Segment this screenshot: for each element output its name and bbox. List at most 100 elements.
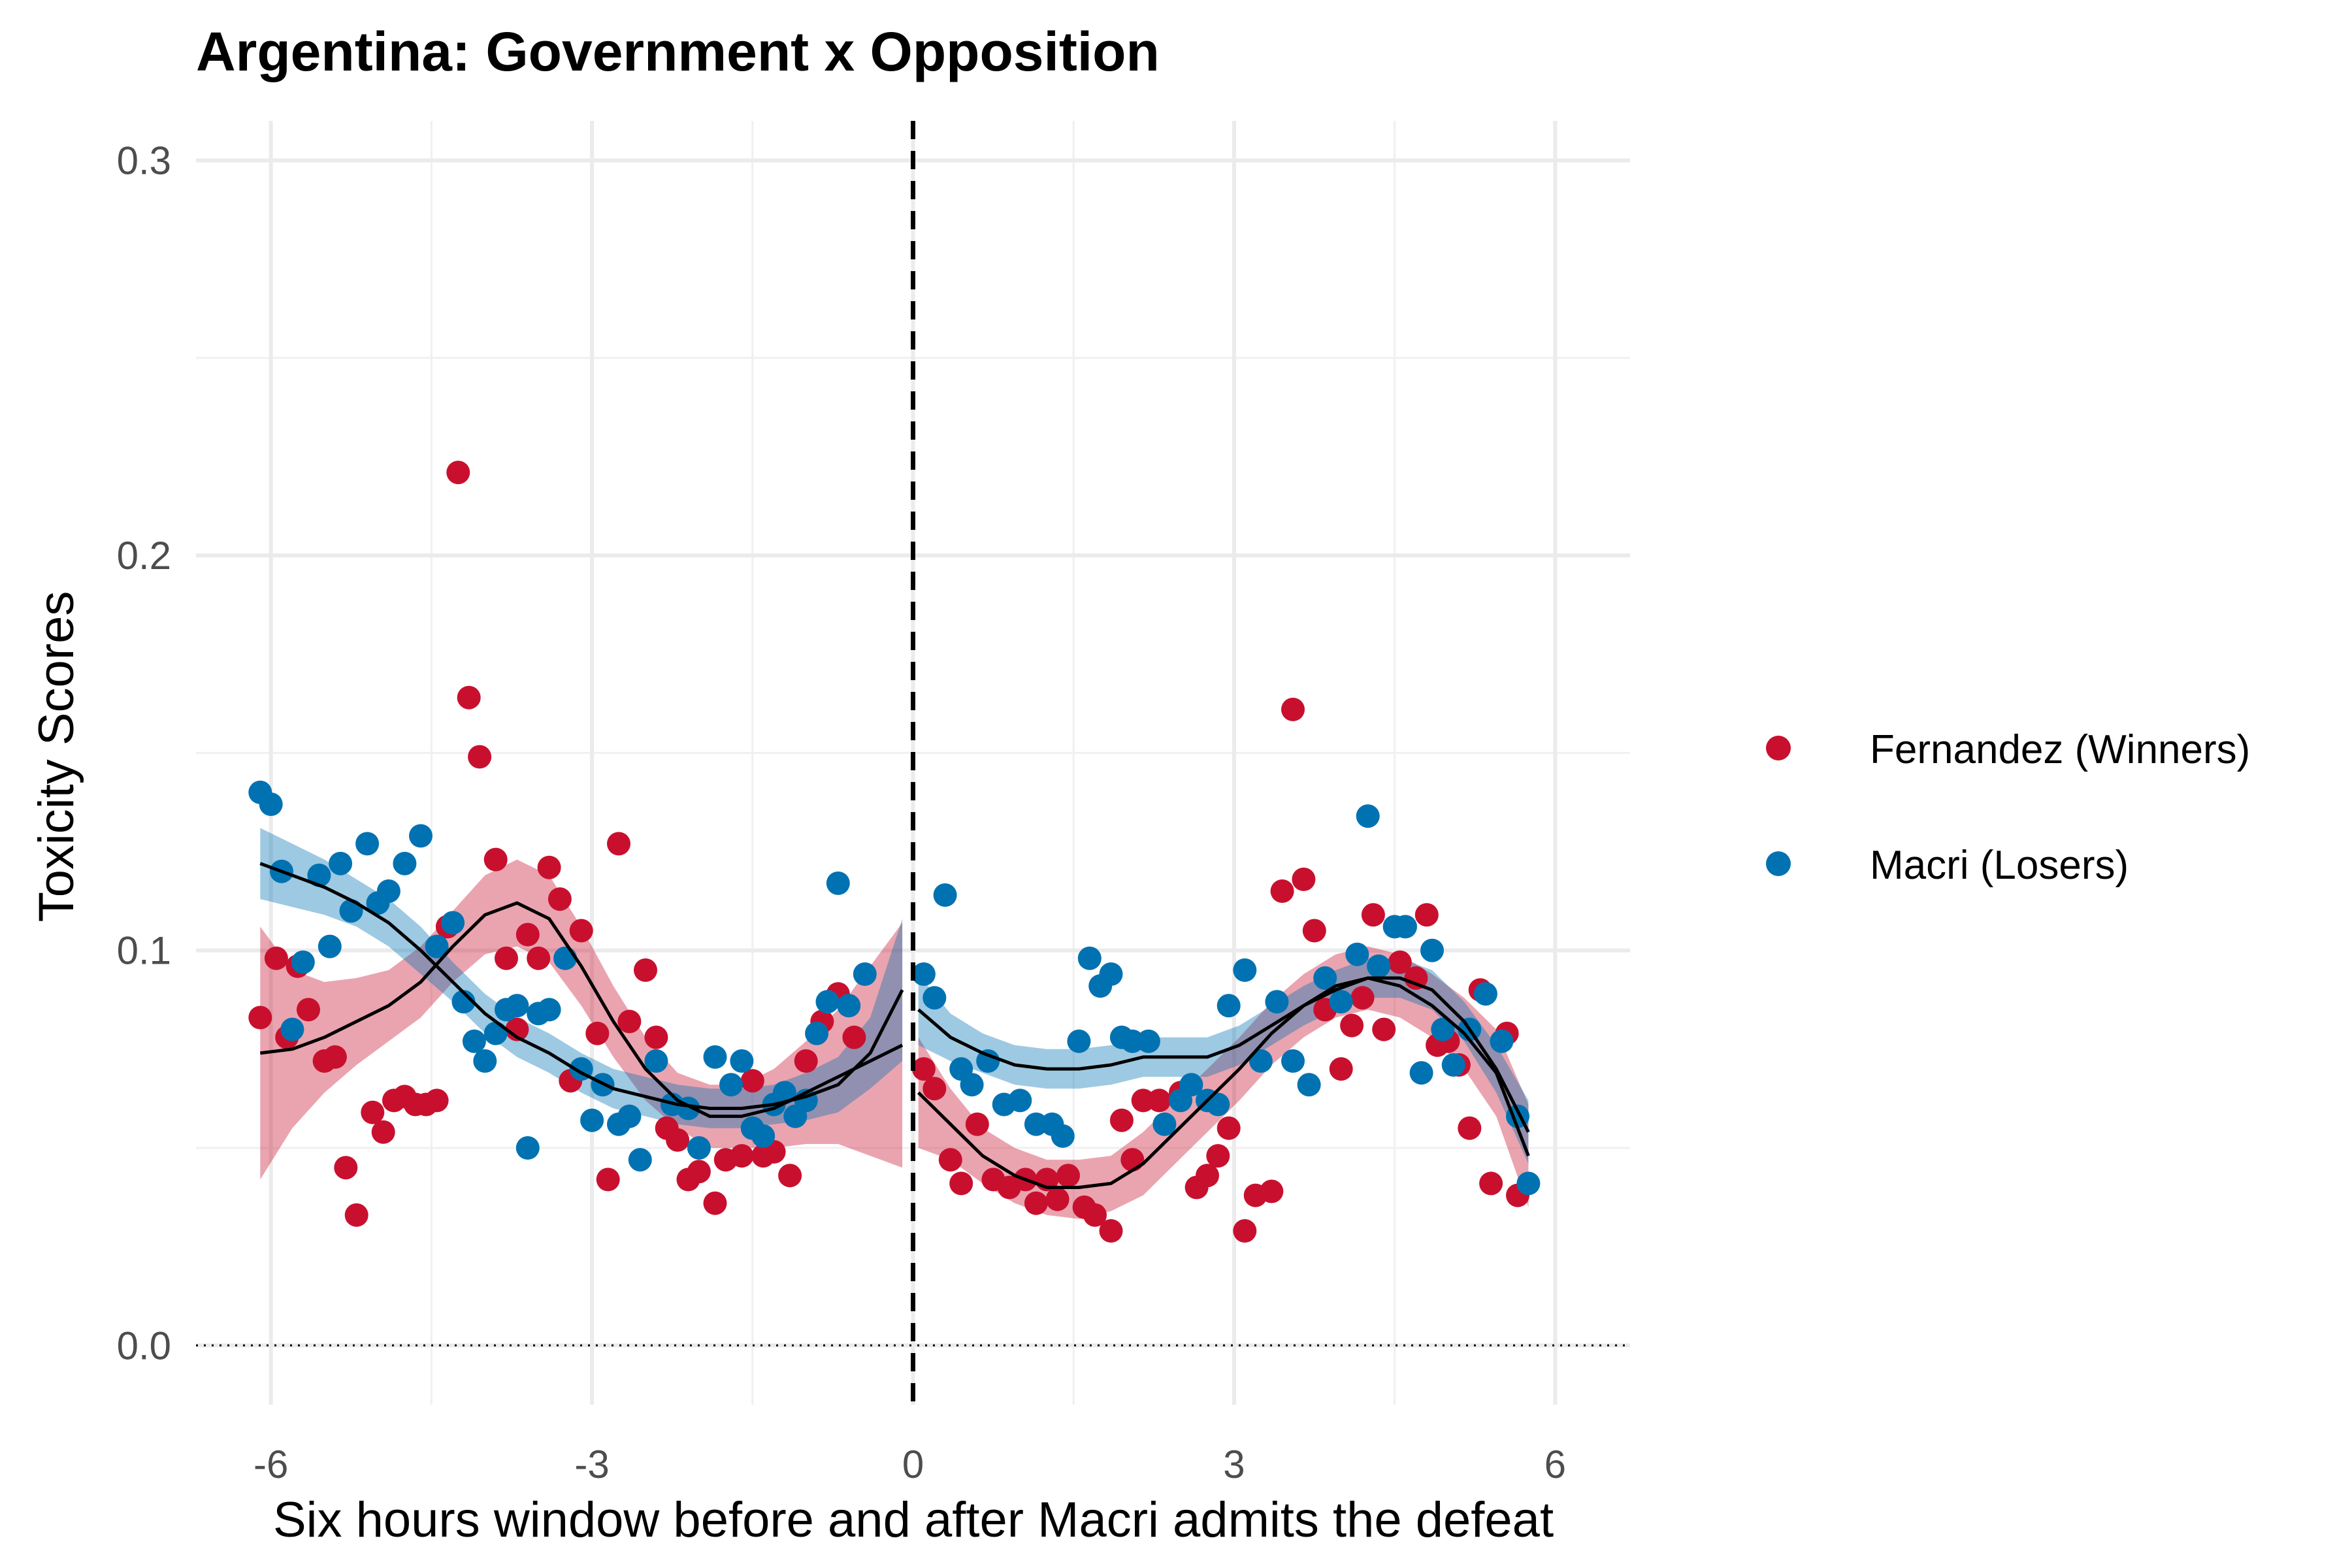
data-point-series-1 bbox=[1473, 982, 1497, 1006]
data-point-series-0 bbox=[1388, 950, 1412, 974]
data-point-series-1 bbox=[1067, 1029, 1091, 1053]
data-point-series-1 bbox=[853, 962, 877, 986]
data-point-series-1 bbox=[644, 1049, 668, 1073]
data-point-series-0 bbox=[1292, 867, 1316, 891]
data-point-series-1 bbox=[318, 934, 342, 958]
data-point-series-1 bbox=[815, 990, 840, 1014]
data-point-series-0 bbox=[1045, 1187, 1070, 1211]
data-point-series-1 bbox=[911, 962, 936, 986]
x-tick-label: 0 bbox=[902, 1443, 924, 1486]
legend-swatch-fernandez bbox=[1766, 736, 1791, 760]
legend: Fernandez (Winners) Macri (Losers) bbox=[1766, 727, 2250, 888]
data-point-series-1 bbox=[291, 950, 315, 974]
data-point-series-1 bbox=[441, 911, 465, 935]
data-point-series-0 bbox=[1131, 1088, 1155, 1113]
data-point-series-0 bbox=[468, 745, 492, 769]
data-point-series-0 bbox=[1260, 1179, 1284, 1203]
data-point-series-1 bbox=[1217, 994, 1241, 1018]
data-point-series-1 bbox=[687, 1136, 711, 1160]
data-point-series-0 bbox=[425, 1088, 449, 1113]
data-point-series-0 bbox=[1147, 1088, 1171, 1113]
data-point-series-1 bbox=[730, 1049, 754, 1073]
data-point-series-1 bbox=[1356, 804, 1380, 828]
data-points bbox=[248, 461, 1541, 1243]
data-point-series-1 bbox=[1249, 1049, 1273, 1073]
x-tick-label: 3 bbox=[1223, 1443, 1245, 1486]
data-point-series-1 bbox=[473, 1049, 497, 1073]
data-point-series-0 bbox=[794, 1049, 818, 1073]
y-tick-label: 0.2 bbox=[117, 534, 171, 578]
data-point-series-1 bbox=[1008, 1088, 1032, 1113]
legend-label-fernandez: Fernandez (Winners) bbox=[1870, 727, 2250, 772]
data-point-series-0 bbox=[911, 1057, 936, 1081]
data-point-series-1 bbox=[1297, 1073, 1321, 1097]
data-point-series-0 bbox=[687, 1160, 711, 1184]
data-point-series-1 bbox=[1329, 990, 1353, 1014]
data-point-series-0 bbox=[1056, 1164, 1080, 1188]
data-point-series-1 bbox=[1490, 1029, 1514, 1053]
confidence-ribbon-series-1-segment-1 bbox=[918, 958, 1529, 1164]
data-point-series-0 bbox=[1233, 1219, 1257, 1243]
data-point-series-0 bbox=[666, 1128, 690, 1152]
y-tick-label: 0.0 bbox=[117, 1324, 171, 1367]
data-point-series-0 bbox=[1479, 1171, 1503, 1196]
data-point-series-0 bbox=[344, 1203, 368, 1227]
data-point-series-0 bbox=[740, 1069, 764, 1093]
data-point-series-1 bbox=[1152, 1112, 1177, 1136]
data-point-series-0 bbox=[1024, 1191, 1048, 1215]
data-point-series-1 bbox=[805, 1021, 829, 1045]
data-point-series-0 bbox=[703, 1191, 727, 1215]
data-point-series-1 bbox=[1313, 966, 1337, 990]
data-point-series-1 bbox=[1051, 1124, 1075, 1148]
data-point-series-0 bbox=[778, 1164, 802, 1188]
data-point-series-0 bbox=[1099, 1219, 1123, 1243]
data-point-series-1 bbox=[483, 1021, 508, 1045]
data-point-series-0 bbox=[1458, 1116, 1482, 1140]
x-tick-label: 6 bbox=[1544, 1443, 1566, 1486]
data-point-series-0 bbox=[607, 832, 630, 856]
data-point-series-0 bbox=[483, 847, 508, 872]
smooth-lines bbox=[259, 121, 1530, 1405]
data-point-series-1 bbox=[393, 851, 417, 875]
data-point-series-0 bbox=[248, 1005, 272, 1030]
data-point-series-0 bbox=[1302, 919, 1326, 943]
data-point-series-1 bbox=[719, 1073, 743, 1097]
data-point-series-0 bbox=[547, 887, 572, 911]
data-point-series-1 bbox=[1394, 915, 1417, 939]
data-point-series-0 bbox=[334, 1156, 358, 1180]
tick-labels: -6 -3 0 3 6 0.0 0.1 0.2 0.3 bbox=[117, 139, 1566, 1486]
data-point-series-1 bbox=[1099, 962, 1123, 986]
data-point-series-1 bbox=[1206, 1092, 1230, 1117]
data-point-series-1 bbox=[339, 899, 363, 923]
x-tick-label: -6 bbox=[253, 1443, 288, 1486]
data-point-series-0 bbox=[1404, 966, 1428, 990]
data-point-series-0 bbox=[1281, 697, 1305, 721]
data-point-series-0 bbox=[842, 1025, 866, 1049]
data-point-series-1 bbox=[1431, 1017, 1455, 1041]
data-point-series-0 bbox=[644, 1025, 668, 1049]
data-point-series-0 bbox=[361, 1100, 385, 1124]
data-point-series-1 bbox=[703, 1045, 727, 1069]
data-point-series-1 bbox=[451, 990, 476, 1014]
data-point-series-1 bbox=[1409, 1061, 1433, 1085]
data-point-series-0 bbox=[634, 958, 657, 982]
data-point-series-1 bbox=[307, 863, 331, 887]
data-point-series-0 bbox=[1206, 1144, 1230, 1168]
data-point-series-0 bbox=[446, 461, 470, 485]
data-point-series-1 bbox=[329, 851, 353, 875]
x-tick-label: -3 bbox=[574, 1443, 609, 1486]
data-point-series-0 bbox=[495, 946, 518, 970]
data-point-series-1 bbox=[462, 1029, 486, 1053]
data-point-series-0 bbox=[1361, 903, 1385, 927]
data-point-series-0 bbox=[596, 1168, 620, 1192]
y-axis-title: Toxicity Scores bbox=[29, 591, 84, 923]
data-point-series-0 bbox=[1372, 1017, 1396, 1041]
data-point-series-0 bbox=[371, 1120, 395, 1144]
data-point-series-0 bbox=[585, 1021, 610, 1045]
data-point-series-0 bbox=[1270, 879, 1294, 903]
data-point-series-1 bbox=[976, 1049, 1000, 1073]
data-point-series-0 bbox=[923, 1077, 947, 1101]
data-point-series-1 bbox=[1516, 1171, 1541, 1196]
data-point-series-0 bbox=[1196, 1164, 1219, 1188]
